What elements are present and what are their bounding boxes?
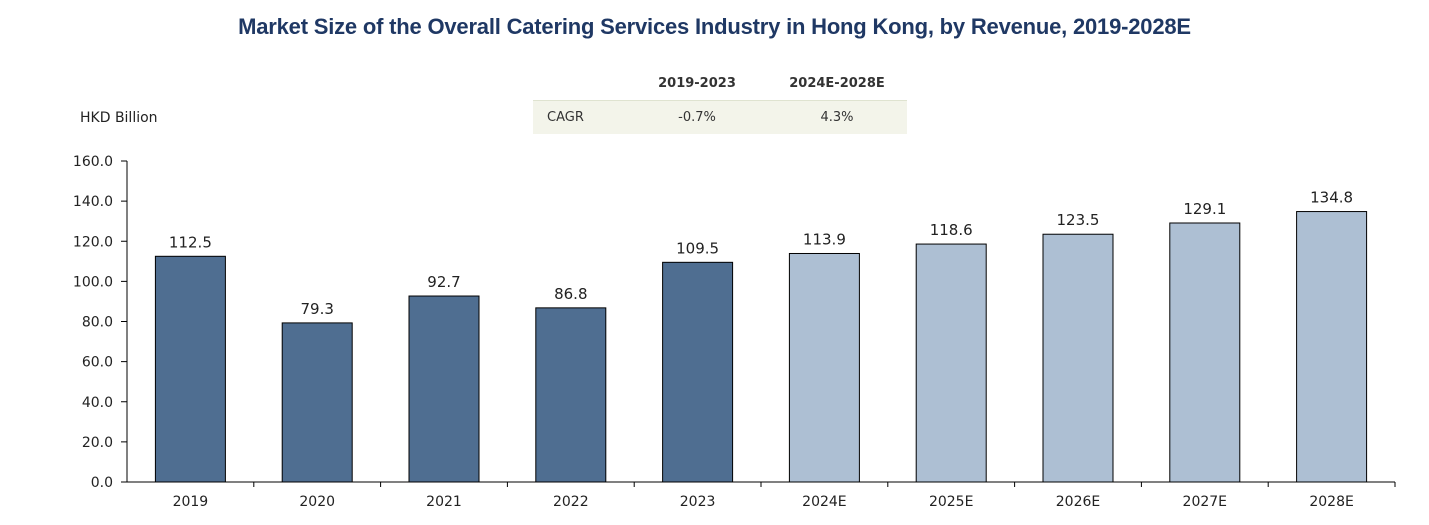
- bar: [154, 255, 226, 483]
- y-tick-label: 20.0: [82, 435, 113, 451]
- bar: [281, 322, 353, 483]
- x-tick-label: 2026E: [1056, 494, 1100, 510]
- bar-data-label: 113.9: [803, 230, 846, 248]
- y-tick-label: 40.0: [82, 395, 113, 411]
- cagr-header-period-2: 2024E-2028E: [767, 67, 907, 101]
- y-tick-label: 120.0: [73, 234, 113, 250]
- cagr-table: 2019-2023 2024E-2028E CAGR -0.7% 4.3%: [533, 67, 907, 134]
- x-tick-label: 2025E: [929, 494, 973, 510]
- cagr-header-period-1: 2019-2023: [627, 67, 767, 101]
- y-tick-label: 160.0: [73, 154, 113, 170]
- chart-title: Market Size of the Overall Catering Serv…: [238, 14, 1191, 39]
- bar: [408, 295, 480, 483]
- bar-data-label: 109.5: [676, 239, 719, 257]
- bar: [1042, 233, 1114, 483]
- y-axis-unit-label: HKD Billion: [80, 110, 158, 126]
- bar-data-label: 118.6: [930, 221, 973, 239]
- y-tick-label: 80.0: [82, 315, 113, 331]
- cagr-row: CAGR -0.7% 4.3%: [533, 100, 907, 134]
- bar-data-label: 86.8: [554, 285, 587, 303]
- bar: [535, 307, 607, 483]
- x-tick-label: 2023: [680, 494, 716, 510]
- y-tick-label: 140.0: [73, 194, 113, 210]
- cagr-value-1: -0.7%: [627, 100, 767, 134]
- bar-data-label: 92.7: [427, 273, 460, 291]
- y-tick-label: 60.0: [82, 355, 113, 371]
- bar: [788, 252, 860, 483]
- x-tick-label: 2022: [553, 494, 589, 510]
- cagr-header-row: 2019-2023 2024E-2028E: [533, 67, 907, 101]
- x-tick-label: 2027E: [1183, 494, 1227, 510]
- bar: [915, 243, 987, 483]
- x-tick-label: 2021: [426, 494, 462, 510]
- bar-data-label: 134.8: [1310, 189, 1353, 207]
- y-tick-label: 100.0: [73, 274, 113, 290]
- x-tick-label: 2024E: [802, 494, 846, 510]
- x-tick-label: 2019: [173, 494, 209, 510]
- bar: [1169, 222, 1241, 483]
- bar-data-label: 123.5: [1057, 211, 1100, 229]
- x-tick-label: 2028E: [1309, 494, 1353, 510]
- x-tick-label: 2020: [299, 494, 335, 510]
- cagr-row-label: CAGR: [533, 100, 627, 134]
- bar: [1296, 211, 1368, 483]
- bar-data-label: 79.3: [300, 300, 333, 318]
- bar-data-label: 129.1: [1183, 200, 1226, 218]
- bar-data-label: 112.5: [169, 233, 212, 251]
- y-tick-label: 0.0: [91, 475, 113, 491]
- bar: [662, 261, 734, 483]
- cagr-value-2: 4.3%: [767, 100, 907, 134]
- cagr-header-blank: [533, 67, 627, 101]
